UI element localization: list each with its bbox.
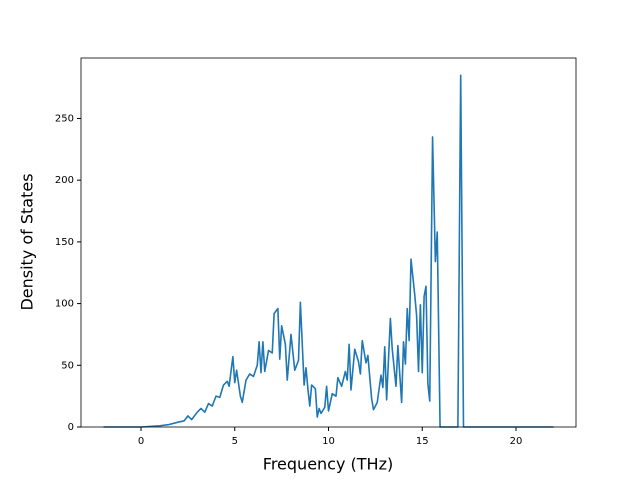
x-tick-label: 0 [138, 436, 144, 447]
plot-frame [80, 57, 577, 428]
y-tick-label: 100 [55, 299, 74, 310]
y-tick-label: 200 [55, 175, 74, 186]
y-tick-label: 0 [68, 422, 74, 433]
x-tick-label: 20 [510, 436, 523, 447]
line-series [103, 74, 554, 428]
y-tick-label: 50 [61, 360, 74, 371]
x-axis-label: Frequency (THz) [263, 455, 393, 474]
x-tick-label: 5 [232, 436, 238, 447]
y-tick-label: 250 [55, 113, 74, 124]
x-tick-label: 10 [322, 436, 335, 447]
x-tick-label: 15 [416, 436, 429, 447]
y-tick-label: 150 [55, 237, 74, 248]
y-axis-label: Density of States [18, 173, 37, 310]
